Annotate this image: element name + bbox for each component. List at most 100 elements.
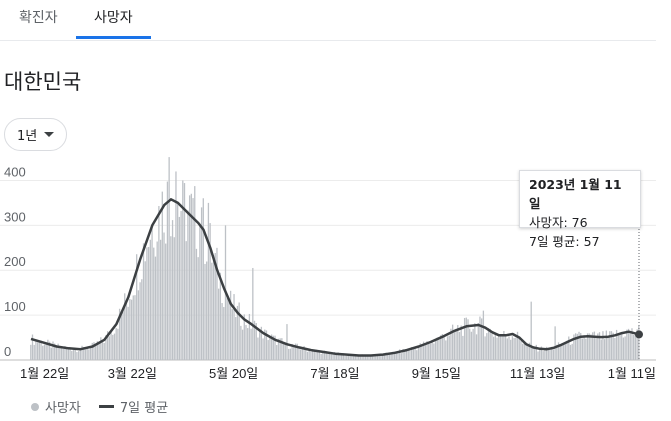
bar [629,333,631,360]
bar [573,334,575,360]
bar [142,243,145,360]
bar [177,204,179,360]
bar [499,335,502,360]
bar [323,350,326,360]
bar [462,335,464,360]
bar [284,343,286,360]
bar [610,331,613,360]
bar [154,256,157,360]
bar [566,340,568,360]
bar [83,347,85,360]
bar [286,324,288,360]
period-label: 1년 [17,129,38,144]
bar [598,332,601,360]
period-dropdown[interactable]: 1년 [4,118,67,151]
bar [226,297,228,360]
bar [197,257,199,360]
bar [467,319,469,360]
bar [259,329,261,360]
bar [57,343,59,360]
bar [91,342,93,360]
bar [388,354,391,360]
y-tick-label: 0 [4,344,11,359]
bar [252,267,254,360]
bar [578,331,580,360]
bar [627,328,630,360]
bar [414,347,416,360]
bar [424,343,426,360]
bar [117,328,119,360]
bar [308,349,310,360]
bar [561,343,563,360]
bar [105,335,107,360]
bar [318,350,321,360]
bar [199,226,201,360]
bar [112,334,114,360]
tab-deaths[interactable]: 사망자 [94,10,133,26]
bar [544,350,546,360]
y-tick-label: 200 [4,254,26,269]
bar [504,336,507,360]
bars-layer [30,157,640,360]
hover-point [635,330,643,339]
bar [474,323,476,360]
bar [315,349,317,360]
bar [52,341,54,360]
bar [89,346,92,360]
bar [118,308,121,360]
bar [229,290,232,360]
bar [250,328,252,360]
bar [487,327,490,360]
bar [59,347,61,360]
bar [329,352,331,360]
bar [619,333,621,360]
bar [383,353,385,360]
bar [532,346,534,360]
bar [361,354,363,360]
bar [219,272,222,360]
bar [373,356,375,360]
bar [33,344,35,360]
bar [190,193,192,360]
bar [240,325,242,360]
bar [506,338,508,360]
bar [595,338,597,360]
bar [281,338,283,360]
bar [412,348,415,360]
tooltip-deaths: 사망자: 76 [529,215,588,230]
bar [130,299,133,360]
bar [446,336,449,360]
bar [527,344,529,360]
tooltip-average: 7일 평균: 57 [529,234,600,249]
bar [441,333,444,360]
bar [571,343,573,360]
bar [163,232,165,360]
bar [67,347,70,360]
bar [158,206,160,360]
bar [626,329,628,360]
bar [366,354,368,360]
bar [390,354,392,360]
bar [434,340,437,360]
bar [206,261,208,360]
bar [525,342,527,360]
bar [600,339,602,360]
bar [50,347,52,360]
bar [62,348,64,360]
tab-cases[interactable]: 확진자 [19,10,58,26]
bar [387,354,389,360]
bar [277,338,280,360]
region-title: 대한민국 [4,70,82,94]
bar [165,243,167,360]
bar [173,237,175,360]
bar [431,340,433,360]
hover-tooltip: 2023년 1월 11일 사망자: 76 7일 평균: 57 [519,170,641,249]
deaths-chart: 0 100 200 300 400 1월 22일 3월 22일 5월 20일 7월 18일 9월… [0,157,656,381]
bar [113,333,116,360]
bar [192,198,194,360]
bar [272,335,274,360]
bar [313,349,315,360]
bar [175,171,177,360]
bar [359,356,362,360]
bar [269,337,271,360]
